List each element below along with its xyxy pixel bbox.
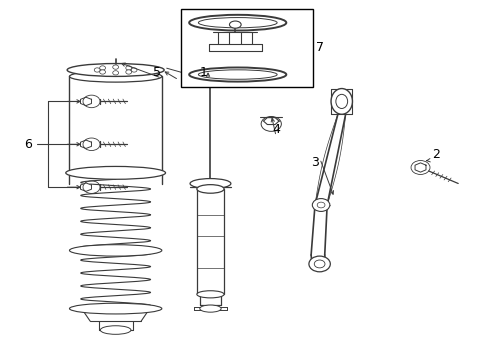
Text: 6: 6: [24, 138, 32, 151]
Ellipse shape: [69, 71, 162, 82]
Circle shape: [113, 71, 118, 75]
Ellipse shape: [229, 21, 241, 28]
Text: 7: 7: [315, 41, 323, 54]
Circle shape: [125, 66, 131, 70]
Ellipse shape: [197, 291, 224, 298]
Polygon shape: [263, 118, 279, 125]
Text: 4: 4: [272, 123, 280, 136]
Circle shape: [94, 68, 100, 72]
Ellipse shape: [200, 305, 221, 312]
Ellipse shape: [330, 89, 352, 114]
Text: 1: 1: [199, 66, 207, 79]
Circle shape: [125, 70, 131, 74]
Text: 3: 3: [310, 156, 318, 168]
Ellipse shape: [100, 326, 131, 334]
Circle shape: [131, 68, 137, 72]
Polygon shape: [81, 140, 91, 148]
Polygon shape: [414, 163, 425, 172]
Circle shape: [100, 66, 105, 70]
Ellipse shape: [190, 179, 230, 189]
Ellipse shape: [197, 185, 224, 193]
Ellipse shape: [69, 245, 162, 256]
Ellipse shape: [67, 64, 164, 76]
Polygon shape: [81, 309, 149, 321]
Ellipse shape: [69, 303, 162, 314]
Circle shape: [113, 65, 118, 69]
Circle shape: [308, 256, 329, 272]
Circle shape: [100, 70, 105, 74]
Text: 2: 2: [432, 148, 440, 162]
Polygon shape: [81, 183, 91, 191]
Text: 5: 5: [153, 66, 161, 79]
Bar: [181, 9, 312, 87]
Ellipse shape: [65, 166, 165, 179]
Circle shape: [312, 199, 329, 211]
Polygon shape: [81, 97, 91, 105]
